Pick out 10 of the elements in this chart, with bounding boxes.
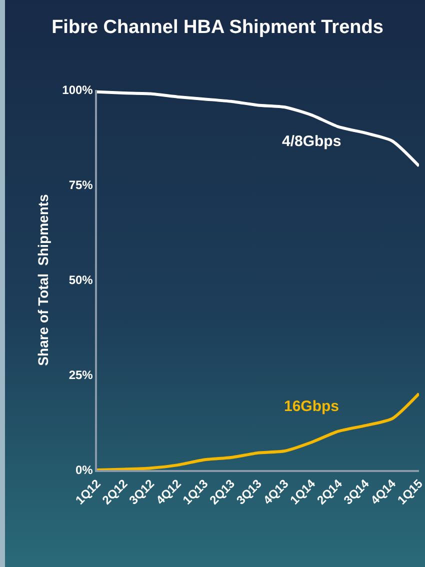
y-tick-label: 25% bbox=[68, 368, 94, 382]
y-tick-label: 50% bbox=[68, 273, 94, 288]
y-axis-title: Share of Total Shipments bbox=[35, 194, 52, 366]
series-label: 4/8Gbps bbox=[282, 133, 342, 150]
series-label: 16Gbps bbox=[284, 398, 340, 415]
y-tick-label: 100% bbox=[62, 83, 94, 98]
y-tick-label: 75% bbox=[68, 178, 94, 192]
line-series bbox=[97, 90, 419, 168]
y-tick-label: 0% bbox=[76, 463, 94, 478]
chart-title: Fibre Channel HBA Shipment Trends bbox=[52, 17, 384, 38]
